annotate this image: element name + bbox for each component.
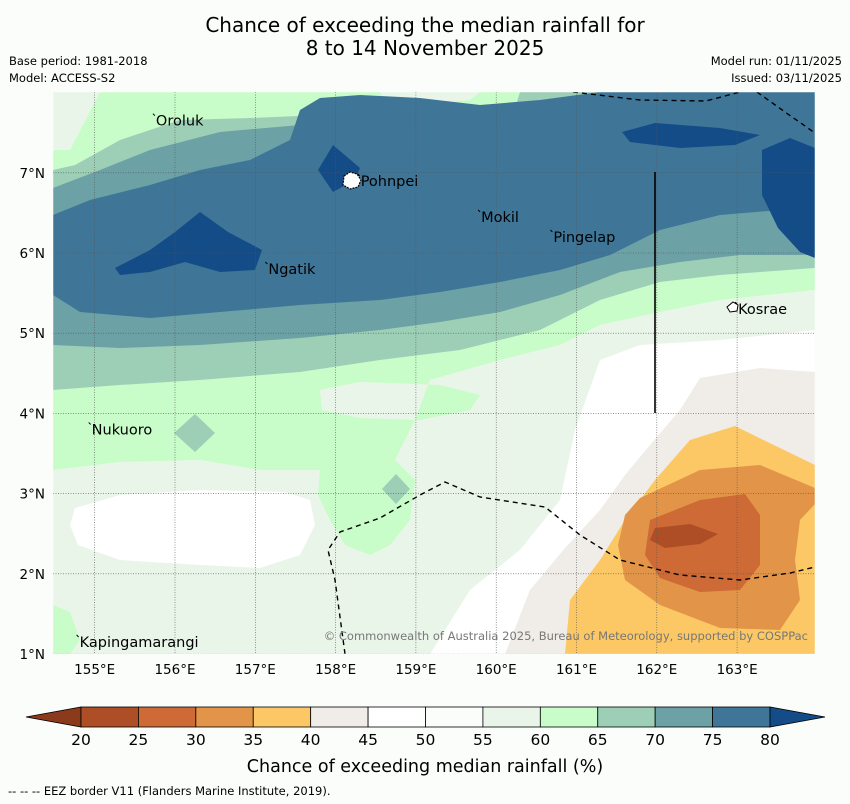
lat-tick-label: 1°N [20,647,45,663]
place-label: Nukuoro [92,422,153,438]
colorbar-label: Chance of exceeding median rainfall (%) [247,757,603,777]
colorbar-swatch [138,706,197,728]
lat-tick-label: 6°N [20,246,45,262]
lon-tick-label: 159°E [395,662,436,678]
place-label: Ngatik [268,262,316,278]
colorbar-tick-label: 20 [71,731,91,749]
title-line-2: 8 to 14 November 2025 [305,36,545,60]
colorbar-tick-label: 45 [358,731,378,749]
meta-right: Model run: 01/11/2025 Issued: 03/11/2025 [711,53,842,87]
colorbar-tick-label: 40 [301,731,321,749]
colorbar: 20 25 30 35 40 45 50 55 60 65 70 75 80 [25,706,826,749]
colorbar-swatch [252,706,312,728]
model-run: Model run: 01/11/2025 [710,54,842,68]
colorbar-swatch [539,706,599,728]
graticule [53,92,815,654]
place-marker [357,173,361,177]
eez-border-south [327,481,815,654]
kosrae-island [726,301,739,313]
colorbar-tick-label: 55 [473,731,493,749]
pohnpei-island [342,171,362,190]
lon-tick-label: 161°E [556,662,597,678]
contour-80-plus-east [762,138,815,258]
lat-tick-label: 2°N [20,567,45,583]
colorbar-tick-label: 50 [416,731,436,749]
colorbar-swatch [482,706,541,728]
colorbar-tick-label: 35 [243,731,263,749]
place-marker [76,634,79,638]
colorbar-swatch [712,706,771,728]
contour-65-70-diamond-1 [174,414,215,452]
copyright-notice: © Commonwealth of Australia 2025, Bureau… [324,629,808,643]
colorbar-swatch [80,706,139,728]
contour-20-25 [650,524,718,548]
place-label: Kapingamarangi [80,635,199,651]
colorbar-tick-label: 70 [645,731,665,749]
lat-tick-label: 5°N [20,326,45,342]
colorbar-swatch [654,706,713,728]
colorbar-tick-label: 25 [129,731,149,749]
place-label: Oroluk [156,114,204,130]
map-frame [52,91,816,655]
place-label: Pingelap [553,230,615,246]
contour-80-plus-north [622,123,760,148]
map-area[interactable]: Oroluk Pohnpei Mokil Pingelap Ngatik Kosrae Nu… [53,92,815,654]
colorbar-tick-label: 65 [588,731,608,749]
lat-tick-label: 7°N [20,166,45,182]
eez-border-north [572,92,741,102]
longitude-axis: 155°E 156°E 157°E 158°E 159°E 160°E 161°E 162°E… [74,662,757,678]
place-marker [88,422,92,425]
colorbar-extend-low [25,706,82,728]
contour-60-65 [53,268,815,470]
colorbar-swatch [195,706,254,728]
lon-tick-label: 160°E [476,662,517,678]
lon-tick-label: 162°E [636,662,677,678]
contour-55-60-north [53,92,100,150]
lat-tick-label: 4°N [20,406,45,422]
lon-tick-label: 155°E [74,662,115,678]
contour-60-65-sw [53,605,80,654]
model-name: Model: ACCESS-S2 [9,71,116,85]
colorbar-tick-label: 80 [760,731,780,749]
lat-tick-label: 3°N [20,487,45,503]
eez-borders [327,92,815,654]
place-label: Mokil [481,210,519,226]
place-marker [152,113,156,117]
map-title: Chance of exceeding the median rainfall … [0,14,850,60]
colorbar-swatch [425,706,484,728]
place-labels: Oroluk Pohnpei Mokil Pingelap Ngatik Kosrae Nu… [76,113,787,651]
meta-left: Base period: 1981-2018 Model: ACCESS-S2 [9,53,148,87]
contour-65-70-diamond-2 [382,474,410,504]
latitude-axis: 7°N 6°N 5°N 4°N 3°N 2°N 1°N [20,166,45,663]
place-marker [550,229,553,233]
contour-45-50-south [70,490,315,568]
colorbar-swatch [367,706,426,728]
place-label: Pohnpei [361,174,419,190]
colorbar-tick-label: 30 [186,731,206,749]
footer-note: -- -- -- EEZ border V11 (Flanders Marine… [8,784,331,798]
contour-80-plus-west [115,212,262,275]
place-marker [477,209,481,213]
lon-tick-label: 158°E [315,662,356,678]
colorbar-tick-label: 60 [530,731,550,749]
eez-border-northeast [756,92,815,134]
contour-25-30 [645,494,760,592]
colorbar-swatch [597,706,656,728]
place-marker [734,301,738,305]
base-period: Base period: 1981-2018 [9,54,148,68]
title-line-1: Chance of exceeding the median rainfall … [205,13,645,37]
colorbar-extend-high [769,706,826,728]
place-marker [264,261,268,265]
issued-date: Issued: 03/11/2025 [731,71,842,85]
place-label: Kosrae [738,302,787,318]
lon-tick-label: 163°E [717,662,758,678]
colorbar-swatch [310,706,369,728]
colorbar-tick-label: 75 [703,731,723,749]
lon-tick-label: 156°E [154,662,195,678]
contour-55-60 [53,290,815,654]
lon-tick-label: 157°E [235,662,276,678]
